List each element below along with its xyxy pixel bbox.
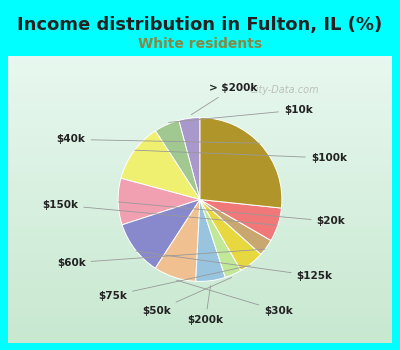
Text: White residents: White residents [138,37,262,51]
Text: > $200k: > $200k [191,83,257,115]
Text: $150k: $150k [42,200,277,225]
Wedge shape [200,199,261,271]
Text: $125k: $125k [136,251,333,281]
Text: $200k: $200k [188,286,224,324]
Wedge shape [122,199,200,268]
Text: $75k: $75k [98,265,250,301]
Text: $30k: $30k [177,280,293,316]
Text: Income distribution in Fulton, IL (%): Income distribution in Fulton, IL (%) [17,16,383,34]
Text: $20k: $20k [119,202,346,226]
Wedge shape [200,118,282,208]
Wedge shape [200,199,241,278]
Wedge shape [155,120,200,200]
Wedge shape [200,199,271,254]
Text: $40k: $40k [57,134,260,145]
Wedge shape [118,178,200,225]
Text: $10k: $10k [168,105,313,122]
Wedge shape [200,199,282,240]
Text: $50k: $50k [142,278,232,316]
Text: $100k: $100k [135,150,347,163]
Wedge shape [155,199,200,281]
Wedge shape [179,118,200,200]
Wedge shape [196,199,225,281]
Text: City-Data.com: City-Data.com [250,85,319,96]
Wedge shape [121,131,200,200]
Text: $60k: $60k [57,249,265,268]
